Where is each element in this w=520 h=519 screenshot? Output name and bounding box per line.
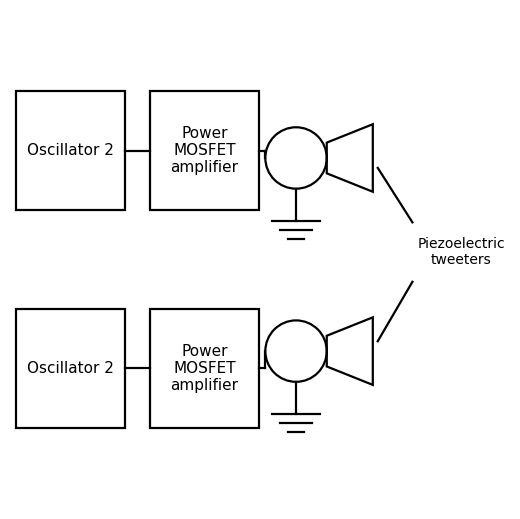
Text: Power
MOSFET
amplifier: Power MOSFET amplifier — [171, 344, 239, 393]
Text: Piezoelectric
tweeters: Piezoelectric tweeters — [418, 237, 505, 267]
FancyBboxPatch shape — [150, 91, 259, 210]
FancyBboxPatch shape — [16, 309, 125, 428]
Text: Oscillator 2: Oscillator 2 — [27, 361, 114, 376]
FancyBboxPatch shape — [150, 309, 259, 428]
FancyBboxPatch shape — [16, 91, 125, 210]
Text: Power
MOSFET
amplifier: Power MOSFET amplifier — [171, 126, 239, 175]
Text: Oscillator 2: Oscillator 2 — [27, 143, 114, 158]
